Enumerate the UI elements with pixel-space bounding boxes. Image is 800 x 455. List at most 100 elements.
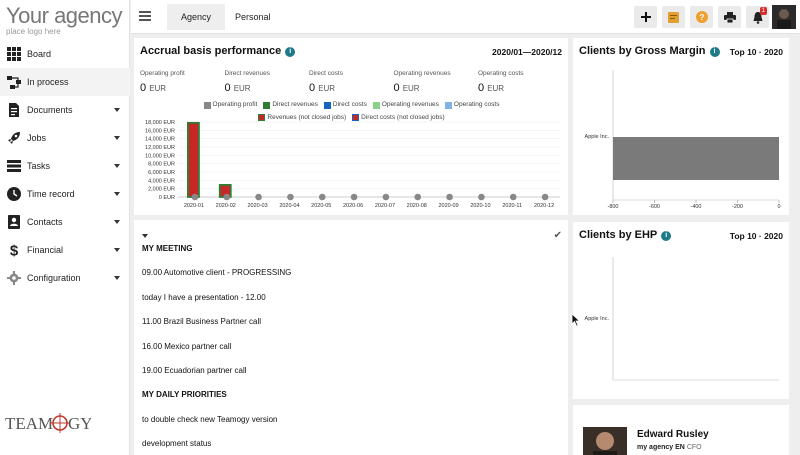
bar-revenues-not-closed xyxy=(187,121,200,198)
x-tick-label: -600 xyxy=(649,204,660,210)
person-role: CFO xyxy=(686,444,702,451)
notification-badge: 1 xyxy=(759,7,767,15)
legend-swatch xyxy=(352,114,360,121)
x-tick-label: 2020-08 xyxy=(407,203,427,209)
person-company: my agency xyxy=(637,444,674,451)
notes-button[interactable] xyxy=(662,6,685,28)
top-bar: Agency Personal ? 1 xyxy=(131,0,800,34)
sidebar-item-tasks[interactable]: Tasks xyxy=(0,152,130,180)
y-tick-label: 16,000 EUR xyxy=(145,128,175,134)
tab-personal[interactable]: Personal xyxy=(235,12,271,22)
add-button[interactable] xyxy=(634,6,657,28)
legend-swatch xyxy=(203,101,211,109)
teamogy-logo-icon: TEAM GY xyxy=(5,413,93,433)
point-operating-profit xyxy=(255,193,262,201)
user-avatar[interactable] xyxy=(772,5,796,29)
sidebar-item-financial[interactable]: $ Financial xyxy=(0,236,130,264)
category-label: Apple Inc. xyxy=(585,316,610,322)
gear-icon xyxy=(7,271,21,285)
legend-swatch xyxy=(323,101,331,109)
sidebar-item-time-record[interactable]: Time record xyxy=(0,180,130,208)
point-operating-profit xyxy=(541,193,549,201)
x-tick-label: 2020-03 xyxy=(247,203,267,209)
y-tick-label: 12,000 EUR xyxy=(145,145,175,151)
plus-icon xyxy=(640,12,651,22)
person-card: Edward Rusley my agency EN CFO xyxy=(573,405,789,455)
legend-item[interactable]: Direct costs (not closed jobs) xyxy=(352,113,445,123)
legend-item[interactable]: Operating revenues xyxy=(372,100,439,110)
print-button[interactable] xyxy=(718,6,741,28)
contacts-icon xyxy=(7,215,21,229)
gross-margin-top[interactable]: Top 10 · 2020 xyxy=(729,47,783,57)
metric-operating-profit: Operating profit 0 EUR xyxy=(140,70,225,94)
ehp-top[interactable]: Top 10 · 2020 xyxy=(729,231,783,241)
legend-item[interactable]: Operating costs xyxy=(444,100,499,110)
x-tick-label: 2020-02 xyxy=(216,203,236,209)
sidebar-item-label: Board xyxy=(27,49,52,59)
sidebar-item-board[interactable]: Board xyxy=(0,40,130,68)
point-operating-profit xyxy=(414,193,422,201)
legend-label: Operating profit xyxy=(212,101,258,108)
sidebar-item-label: Financial xyxy=(27,245,64,255)
legend-item[interactable]: Direct costs xyxy=(323,100,367,110)
menu-toggle-icon[interactable] xyxy=(139,11,151,21)
legend-label: Operating revenues xyxy=(381,101,439,108)
logo-title: Your agency xyxy=(6,3,123,28)
accrual-panel: Accrual basis performance i 2020/01—2020/… xyxy=(134,38,568,215)
x-tick-label: 2020-07 xyxy=(375,203,395,209)
tasks-icon xyxy=(7,159,21,173)
legend-swatch xyxy=(263,101,271,109)
point-operating-profit xyxy=(223,193,231,201)
bar-apple-inc xyxy=(613,137,779,180)
tab-agency[interactable]: Agency xyxy=(167,4,226,30)
metric-value: 0 EUR xyxy=(224,82,251,94)
point-operating-profit xyxy=(350,193,358,201)
info-icon[interactable]: i xyxy=(661,231,672,241)
person-meta: my agency EN CFO xyxy=(637,444,702,451)
note-icon xyxy=(668,11,679,23)
chevron-down-icon xyxy=(114,248,120,252)
point-operating-profit xyxy=(287,193,294,201)
accrual-title: Accrual basis performance i xyxy=(140,45,296,57)
sidebar-item-jobs[interactable]: Jobs xyxy=(0,124,130,152)
sidebar-item-documents[interactable]: Documents xyxy=(0,96,130,124)
metric-operating-revenues: Operating revenues 0 EUR xyxy=(394,70,479,94)
svg-text:TEAM: TEAM xyxy=(5,414,53,433)
legend-item[interactable]: Direct revenues xyxy=(263,100,318,110)
chevron-down-icon xyxy=(114,136,120,140)
metric-direct-revenues: Direct revenues 0 EUR xyxy=(225,70,310,94)
notifications-button[interactable]: 1 xyxy=(746,6,769,28)
sidebar-item-contacts[interactable]: Contacts xyxy=(0,208,130,236)
info-icon[interactable]: i xyxy=(709,47,720,57)
legend-item[interactable]: Operating profit xyxy=(203,100,258,110)
category-label: Apple Inc. xyxy=(585,134,610,140)
info-icon[interactable]: i xyxy=(285,47,296,57)
person-name[interactable]: Edward Rusley xyxy=(637,429,709,440)
sidebar-item-label: Contacts xyxy=(27,217,63,227)
legend-label: Direct revenues xyxy=(272,101,318,108)
accrual-chart: 18,000 EUR 16,000 EUR 14,000 EUR 12,000 EUR… xyxy=(145,120,560,209)
person-photo[interactable] xyxy=(583,427,627,455)
sidebar-item-configuration[interactable]: Configuration xyxy=(0,264,130,292)
rocket-icon xyxy=(7,131,21,145)
document-icon xyxy=(7,103,21,117)
sidebar-item-label: Jobs xyxy=(27,133,47,143)
x-tick-label: 0 xyxy=(777,204,780,210)
mouse-cursor-icon xyxy=(571,313,581,327)
metric-label: Operating costs xyxy=(478,70,524,77)
accrual-period[interactable]: 2020/01—2020/12 xyxy=(492,47,562,57)
y-tick-label: 2,000 EUR xyxy=(148,187,175,193)
x-tick-label: -400 xyxy=(690,204,701,210)
accrual-title-text: Accrual basis performance xyxy=(140,45,282,57)
check-icon[interactable]: ✔ xyxy=(553,230,562,241)
flow-icon xyxy=(7,75,21,89)
legend-label: Revenues (not closed jobs) xyxy=(267,113,347,121)
legend-item[interactable]: Revenues (not closed jobs) xyxy=(258,113,346,123)
sidebar-item-in-process[interactable]: In process xyxy=(0,68,130,96)
help-button[interactable]: ? xyxy=(690,6,713,28)
x-tick-label: 2020-05 xyxy=(311,203,331,209)
user-avatar-icon xyxy=(772,5,796,29)
agency-logo[interactable]: Your agency place logo here xyxy=(6,3,123,37)
collapse-caret-icon[interactable] xyxy=(142,234,148,238)
ehp-title-text: Clients by EHP xyxy=(579,229,658,241)
